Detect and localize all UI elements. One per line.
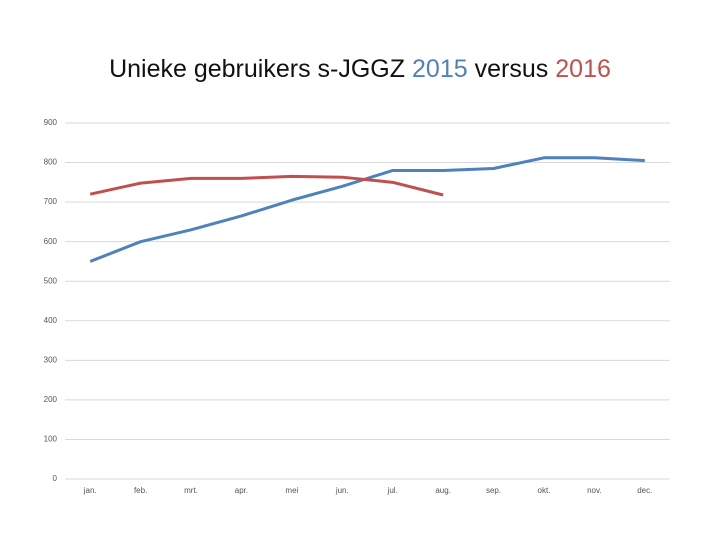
x-tick-label: okt.: [538, 486, 551, 495]
x-tick-label: apr.: [235, 486, 248, 495]
y-tick-label: 200: [44, 395, 58, 404]
x-tick-label: nov.: [587, 486, 602, 495]
x-tick-label: feb.: [134, 486, 147, 495]
x-tick-label: jan.: [83, 486, 97, 495]
x-tick-label: dec.: [637, 486, 652, 495]
y-tick-label: 300: [44, 355, 58, 364]
chart-title-group: Unieke gebruikers s-JGGZ 2015 versus 2016: [109, 55, 611, 83]
y-tick-label: 900: [44, 118, 58, 127]
x-tick-label: jun.: [335, 486, 349, 495]
y-tick-label: 600: [44, 237, 58, 246]
x-tick-label: jul.: [387, 486, 398, 495]
x-tick-label: mei: [285, 486, 298, 495]
y-tick-label: 400: [44, 316, 58, 325]
line-series: [89, 156, 645, 263]
x-tick-label: aug.: [435, 486, 451, 495]
y-tick-label: 500: [44, 276, 58, 285]
x-tick-label: sep.: [486, 486, 501, 495]
y-tick-label: 100: [44, 435, 58, 444]
legend-2015: 2015: [412, 55, 468, 83]
y-tick-label: 800: [44, 158, 58, 167]
line-series: [89, 174, 444, 197]
y-tick-label: 700: [44, 197, 58, 206]
y-tick-label: 0: [53, 474, 58, 483]
chart-title: Unieke gebruikers s-JGGZ: [109, 55, 405, 83]
legend-2016: 2016: [555, 55, 611, 83]
title-connector: versus: [475, 55, 549, 83]
x-tick-label: mrt.: [184, 486, 198, 495]
